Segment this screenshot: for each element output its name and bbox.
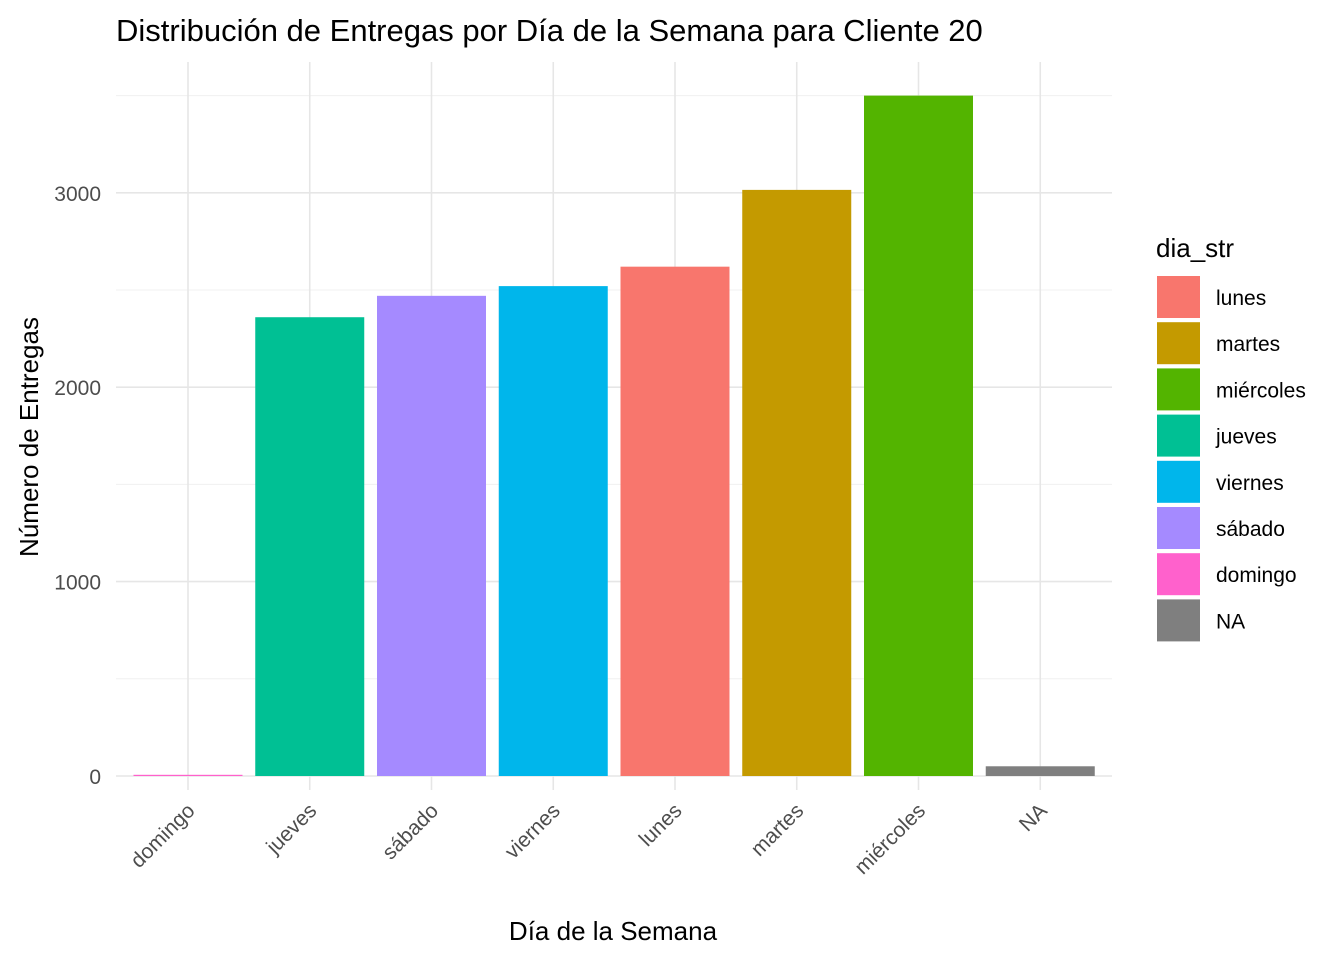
bar-miércoles xyxy=(864,95,973,777)
legend-label: miércoles xyxy=(1216,379,1306,402)
bar-sábado xyxy=(377,295,486,776)
x-tick-label: jueves xyxy=(261,799,321,859)
legend-swatch xyxy=(1157,276,1200,318)
legend-label: domingo xyxy=(1216,564,1297,587)
legend-label: martes xyxy=(1216,333,1280,356)
legend-swatch xyxy=(1157,414,1200,457)
legend: dia_str lunes martes miércoles jueves vierne… xyxy=(1156,233,1306,642)
bar-NA xyxy=(985,766,1095,776)
y-tick-label: 2000 xyxy=(54,377,101,400)
chart-title: Distribución de Entregas por Día de la S… xyxy=(116,13,983,48)
legend-label: NA xyxy=(1216,610,1245,633)
bar-martes xyxy=(742,189,852,776)
y-tick-label: 3000 xyxy=(54,183,101,206)
legend-title: dia_str xyxy=(1156,233,1234,263)
y-axis: 0 1000 2000 3000 xyxy=(54,183,101,789)
legend-swatch xyxy=(1157,507,1200,549)
legend-entries: lunes martes miércoles jueves viernes sábado d… xyxy=(1157,276,1306,642)
y-tick-label: 1000 xyxy=(54,572,101,595)
x-tick-label: miércoles xyxy=(850,799,930,879)
y-tick-label: 0 xyxy=(89,766,101,789)
legend-label: jueves xyxy=(1215,426,1277,449)
bar-domingo xyxy=(133,774,243,776)
bars xyxy=(133,95,1095,777)
legend-label: lunes xyxy=(1216,287,1266,310)
bar-viernes xyxy=(498,286,608,776)
legend-label: sábado xyxy=(1216,518,1285,541)
legend-swatch xyxy=(1157,599,1200,642)
legend-swatch xyxy=(1157,460,1200,503)
x-tick-label: domingo xyxy=(126,799,199,872)
legend-swatch xyxy=(1157,322,1200,365)
x-tick-label: lunes xyxy=(635,799,687,851)
x-tick-label: viernes xyxy=(501,799,565,863)
y-axis-label: Número de Entregas xyxy=(14,317,44,557)
legend-swatch xyxy=(1157,553,1200,596)
x-tick-label: sábado xyxy=(378,799,443,864)
legend-swatch xyxy=(1157,368,1200,411)
x-tick-label: NA xyxy=(1015,799,1052,836)
x-axis: domingo jueves sábado viernes lunes martes mié… xyxy=(126,799,1051,879)
bar-jueves xyxy=(255,317,365,776)
x-tick-label: martes xyxy=(747,799,809,861)
bar-lunes xyxy=(620,266,730,776)
legend-label: viernes xyxy=(1216,472,1284,495)
x-axis-label: Día de la Semana xyxy=(509,916,718,946)
